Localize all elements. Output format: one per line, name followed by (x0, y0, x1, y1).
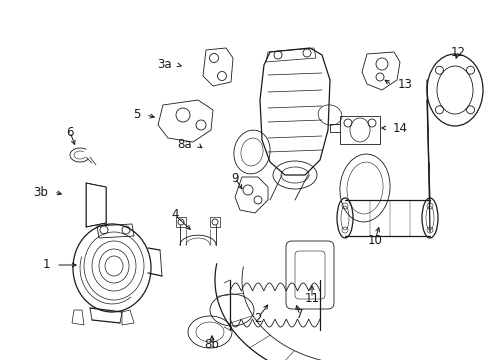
Text: 3a: 3a (157, 58, 172, 72)
Text: 10: 10 (367, 234, 382, 247)
Bar (176, 217, 185, 227)
Text: 5: 5 (132, 108, 140, 122)
Text: 13: 13 (397, 78, 412, 91)
Text: 11: 11 (304, 292, 319, 305)
Bar (209, 217, 220, 227)
Bar (339, 116, 379, 144)
Text: 1: 1 (42, 258, 50, 271)
Text: 7: 7 (296, 309, 303, 321)
Text: 6: 6 (66, 126, 74, 139)
Text: 12: 12 (449, 45, 465, 58)
Text: 9: 9 (231, 171, 238, 184)
Text: 14: 14 (392, 122, 407, 135)
Text: 8a: 8a (177, 139, 192, 152)
Text: 4: 4 (171, 208, 179, 221)
Text: 3b: 3b (33, 185, 48, 198)
Text: 8b: 8b (204, 338, 219, 351)
Text: 2: 2 (254, 311, 261, 324)
